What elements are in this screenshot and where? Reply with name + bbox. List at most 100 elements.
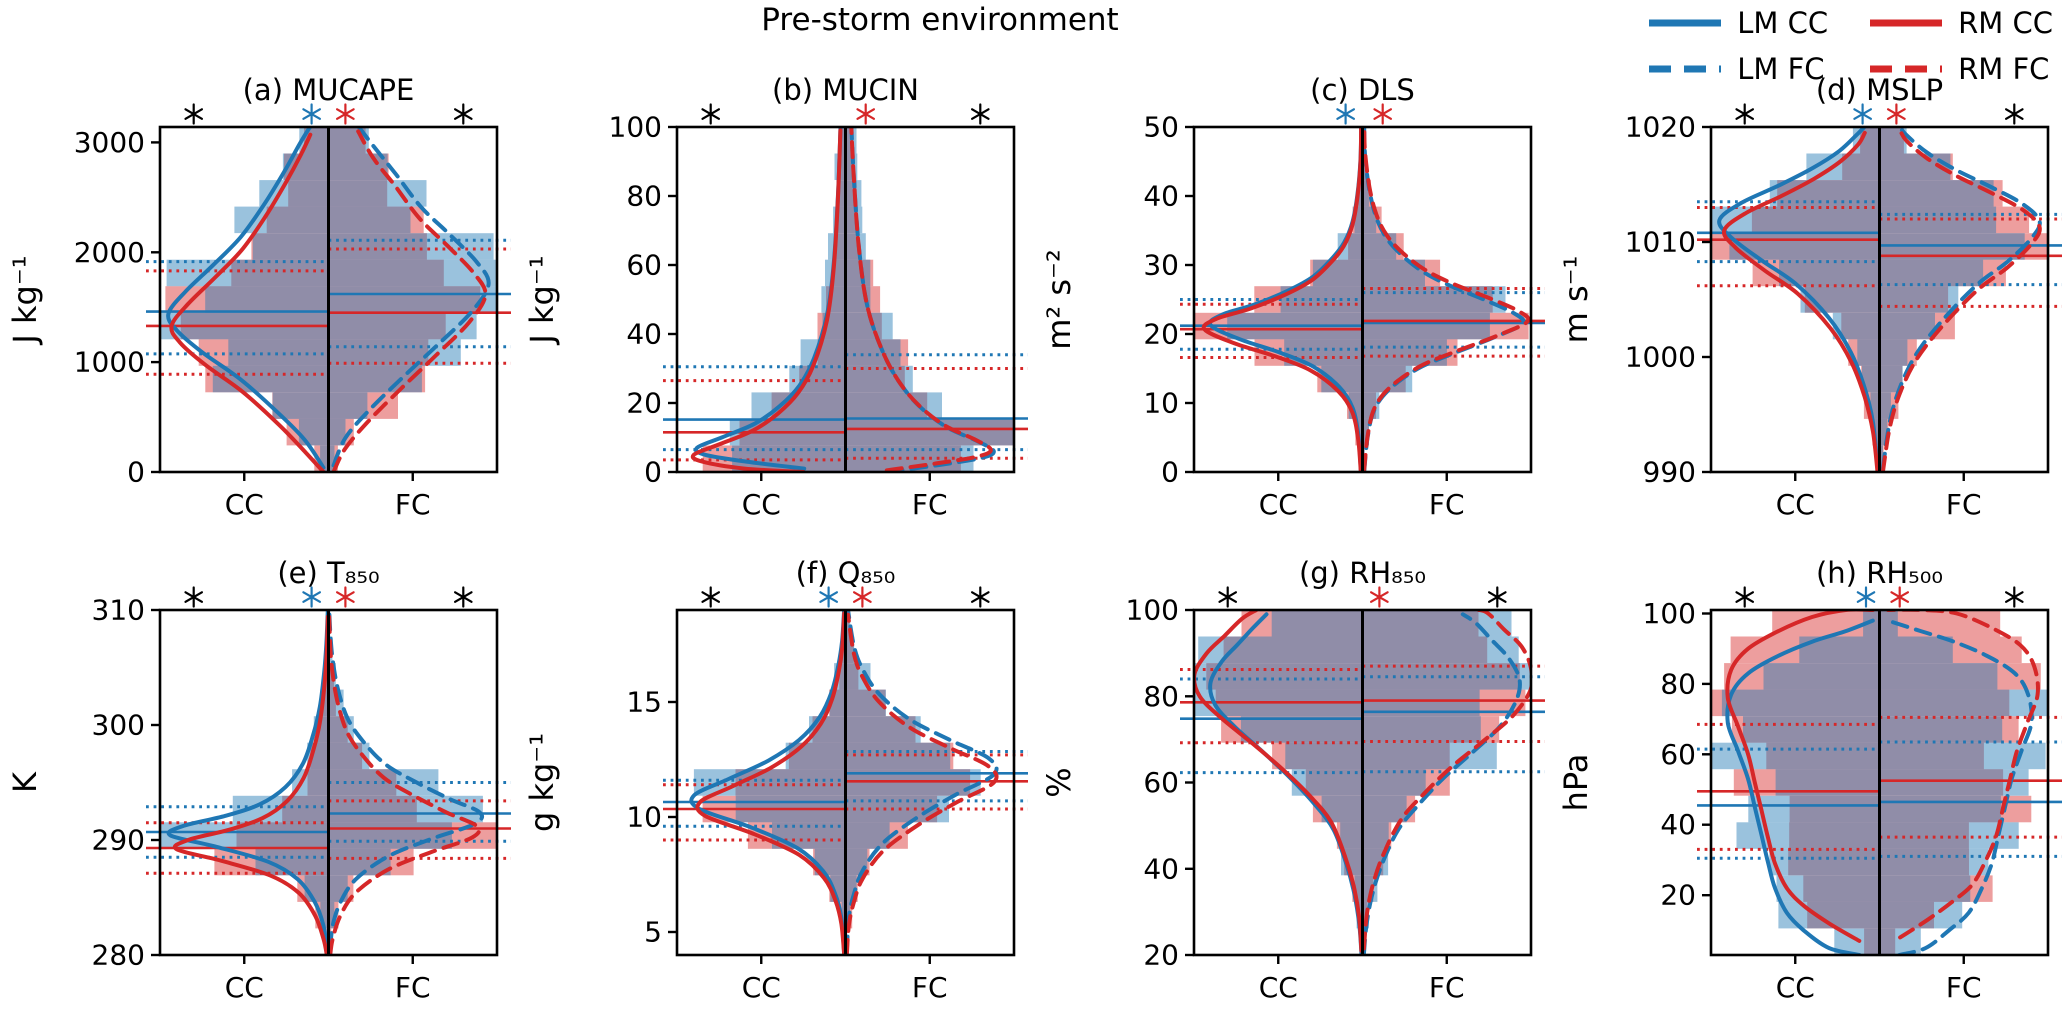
- legend: LM CC RM CC LM FC RM FC: [1647, 6, 2053, 86]
- kde-rm-cc: [169, 132, 326, 472]
- axes-frame: [158, 125, 499, 474]
- violin-fills: [160, 610, 497, 955]
- x-tick-label-cc: CC: [742, 488, 781, 521]
- y-axis-label: g kg⁻¹: [523, 733, 561, 832]
- significance-asterisks: [184, 103, 473, 125]
- y-axis-label: K: [6, 771, 44, 793]
- kde-lm-fc: [331, 127, 491, 468]
- x-tick-label-fc: FC: [1429, 488, 1465, 521]
- x-tick-label-fc: FC: [395, 971, 431, 1004]
- y-ticks: 280 290 300 310: [92, 594, 160, 972]
- x-ticks: CC FC: [742, 472, 948, 521]
- x-ticks: CC FC: [1776, 472, 1982, 521]
- x-tick-label-cc: CC: [1259, 971, 1298, 1004]
- svg-text:0: 0: [644, 456, 662, 489]
- svg-text:80: 80: [1143, 680, 1179, 713]
- panel-c: (c) DLS m² s⁻² 0 10 20 30 40 50 CC FC: [1034, 60, 1551, 530]
- svg-text:990: 990: [1643, 456, 1696, 489]
- legend-swatch-rm-fc: [1870, 65, 1943, 73]
- kde-rm-cc: [695, 611, 847, 955]
- kde-rm-fc: [1362, 127, 1531, 472]
- legend-swatch-lm-fc: [1649, 65, 1722, 73]
- y-axis-label: J kg⁻¹: [6, 255, 44, 345]
- svg-text:60: 60: [626, 249, 662, 282]
- kde-curves: [690, 127, 996, 472]
- x-tick-label-fc: FC: [912, 488, 948, 521]
- svg-text:100: 100: [1126, 594, 1179, 627]
- panel-title: (b) MUCIN: [772, 73, 919, 107]
- x-tick-label-fc: FC: [912, 971, 948, 1004]
- y-ticks: 5 10 15: [626, 686, 677, 949]
- axes-frame: [1709, 608, 2050, 957]
- panel-b: (b) MUCIN J kg⁻¹ 0 20 40 60 80 100 CC FC: [517, 60, 1034, 530]
- legend-swatch-rm-cc: [1870, 19, 1943, 27]
- x-tick-label-fc: FC: [1946, 971, 1982, 1004]
- svg-text:30: 30: [1143, 249, 1179, 282]
- svg-text:40: 40: [626, 318, 662, 351]
- y-ticks: 20 40 60 80 100: [1643, 597, 1711, 912]
- x-tick-label-cc: CC: [225, 971, 264, 1004]
- axes-frame: [1192, 125, 1533, 474]
- significance-asterisks: [184, 586, 473, 608]
- kde-rm-cc: [690, 128, 843, 472]
- kde-lm-cc: [1717, 127, 1880, 470]
- y-ticks: 990 1000 1010 1020: [1625, 111, 1711, 489]
- legend-item-lm-cc: LM CC: [1647, 6, 1828, 40]
- significance-asterisks: [701, 586, 990, 608]
- svg-text:1000: 1000: [1625, 341, 1696, 374]
- kde-lm-fc: [327, 610, 485, 951]
- svg-text:20: 20: [1660, 879, 1696, 912]
- violin-fills: [1194, 127, 1529, 472]
- panel-h: (h) RH₅₀₀ hPa 20 40 60 80 100 CC FC: [1551, 543, 2067, 1013]
- panel-title: (f) Q₈₅₀: [796, 556, 896, 590]
- svg-text:50: 50: [1143, 111, 1179, 144]
- y-axis-label: m² s⁻²: [1040, 249, 1078, 350]
- panel-title: (a) MUCAPE: [243, 73, 415, 107]
- svg-text:20: 20: [626, 387, 662, 420]
- panel-grid: (a) MUCAPE J kg⁻¹ 0 1000 2000 3000 CC FC (b) MUC…: [0, 60, 2067, 1013]
- panel-title: (d) MSLP: [1816, 73, 1943, 107]
- x-tick-label-cc: CC: [1776, 971, 1815, 1004]
- svg-text:1010: 1010: [1625, 226, 1696, 259]
- significance-asterisks: [1336, 103, 1392, 125]
- svg-text:20: 20: [1143, 939, 1179, 972]
- legend-item-lm-fc: LM FC: [1647, 52, 1828, 86]
- figure-title: Pre-storm environment: [761, 2, 1119, 38]
- y-ticks: 0 20 40 60 80 100: [609, 111, 677, 489]
- svg-text:60: 60: [1660, 738, 1696, 771]
- violin-fills: [1711, 610, 2048, 955]
- svg-text:80: 80: [1660, 667, 1696, 700]
- kde-rm-cc: [1194, 610, 1364, 953]
- x-ticks: CC FC: [742, 955, 948, 1004]
- kde-rm-fc: [331, 129, 488, 472]
- svg-text:80: 80: [626, 180, 662, 213]
- panel-title: (e) T₈₅₀: [277, 556, 379, 590]
- panel-title: (c) DLS: [1310, 73, 1415, 107]
- svg-text:5: 5: [644, 916, 662, 949]
- significance-asterisks: [701, 103, 990, 125]
- x-tick-label-cc: CC: [1776, 488, 1815, 521]
- panel-title: (g) RH₈₅₀: [1299, 556, 1426, 590]
- kde-rm-cc: [1725, 610, 1875, 943]
- svg-text:310: 310: [92, 594, 145, 627]
- svg-text:100: 100: [1643, 597, 1696, 630]
- kde-rm-cc: [172, 614, 330, 955]
- kde-curves: [166, 127, 491, 472]
- significance-asterisks: [1735, 103, 2024, 125]
- kde-lm-fc: [844, 610, 999, 954]
- kde-curves: [1717, 127, 2042, 472]
- kde-curves: [689, 610, 999, 955]
- x-tick-label-cc: CC: [225, 488, 264, 521]
- svg-text:100: 100: [609, 111, 662, 144]
- x-tick-label-fc: FC: [1429, 971, 1465, 1004]
- legend-item-rm-fc: RM FC: [1868, 52, 2053, 86]
- legend-item-rm-cc: RM CC: [1868, 6, 2053, 40]
- kde-rm-fc: [327, 614, 482, 955]
- x-tick-label-fc: FC: [395, 488, 431, 521]
- panel-a: (a) MUCAPE J kg⁻¹ 0 1000 2000 3000 CC FC: [0, 60, 517, 530]
- svg-text:0: 0: [1161, 456, 1179, 489]
- kde-lm-cc: [166, 127, 326, 470]
- legend-label: RM FC: [1958, 52, 2050, 86]
- kde-curves: [1725, 610, 2040, 955]
